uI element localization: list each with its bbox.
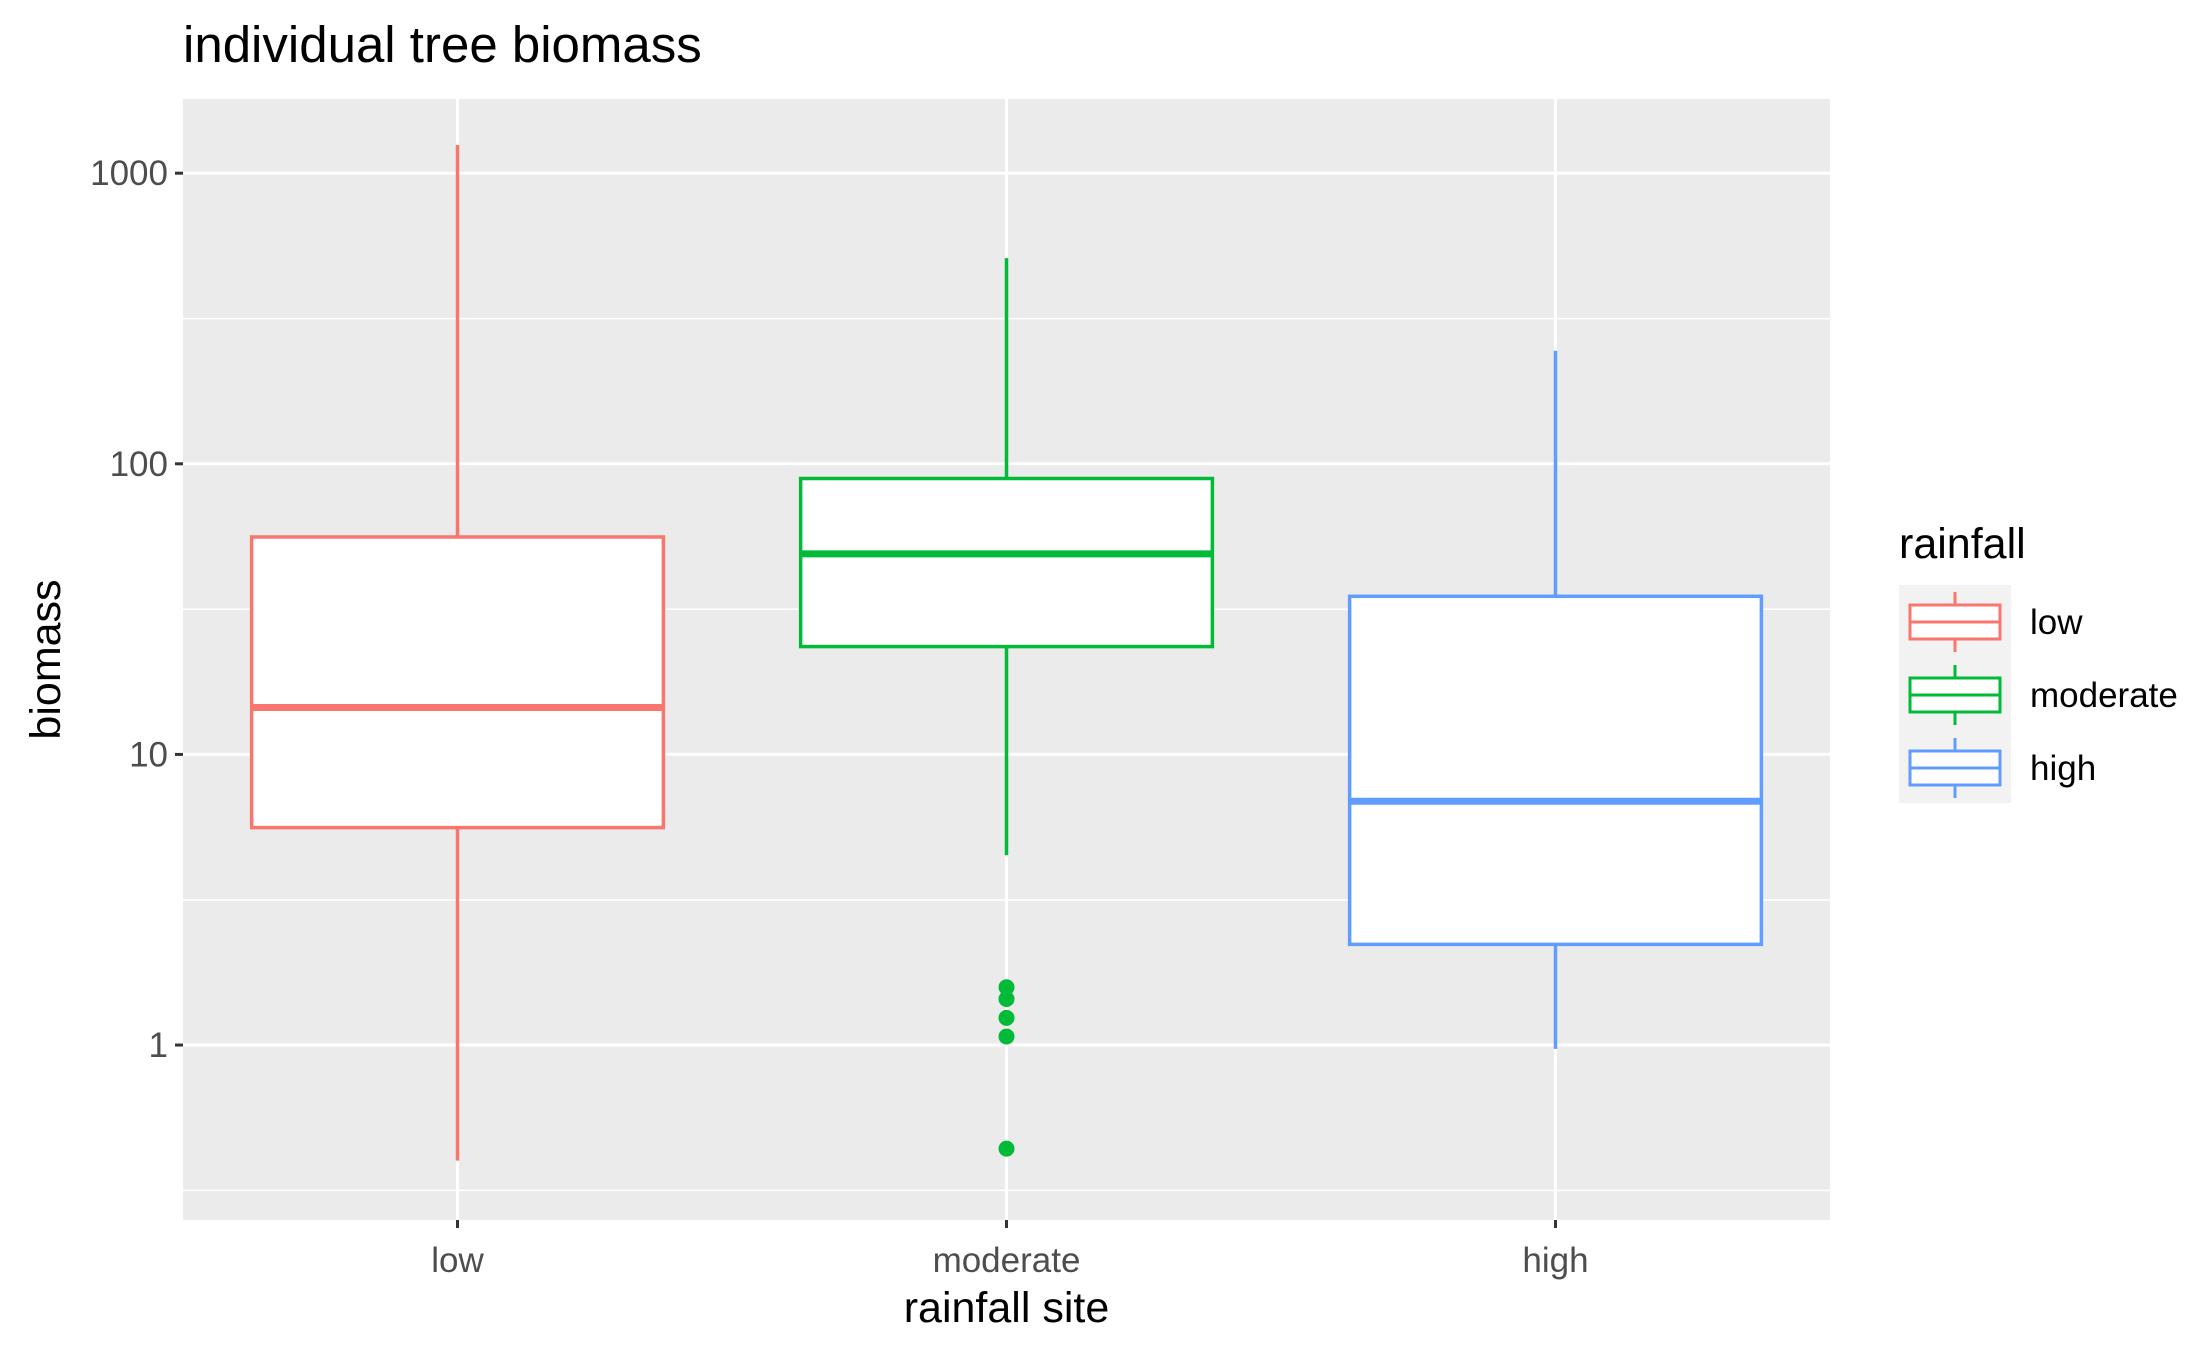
x-tick-label-moderate: moderate	[933, 1241, 1081, 1280]
legend-label-moderate: moderate	[2030, 676, 2178, 715]
legend-key-high	[1908, 738, 2002, 798]
box-low	[249, 535, 666, 830]
y-tick-label-1: 10	[129, 735, 168, 774]
outlier-point-moderate-0	[998, 1140, 1015, 1157]
outlier-point-moderate-4	[998, 979, 1015, 996]
chart-title: individual tree biomass	[183, 16, 702, 73]
box-group-low	[249, 145, 666, 1161]
legend-key-moderate	[1908, 665, 2002, 725]
legend-label-high: high	[2030, 749, 2096, 788]
legend-key-low	[1908, 592, 2002, 652]
boxes-layer	[249, 145, 1764, 1161]
y-axis-title: biomass	[22, 579, 70, 739]
y-axis: 1 10 100 1000	[90, 154, 183, 1065]
x-axis: low moderate high	[431, 1220, 1589, 1280]
legend-title: rainfall	[1899, 520, 2026, 568]
outlier-point-moderate-3	[998, 991, 1015, 1008]
y-tick-label-3: 1000	[90, 154, 168, 193]
box-moderate	[798, 476, 1215, 649]
x-tick-label-low: low	[431, 1241, 484, 1280]
box-group-high	[1347, 350, 1764, 1049]
outlier-point-moderate-2	[998, 1009, 1015, 1026]
legend: rainfall low moderate high	[1899, 520, 2178, 803]
box-group-moderate	[798, 258, 1215, 1157]
box-high	[1347, 594, 1764, 947]
y-tick-label-2: 100	[110, 445, 168, 484]
x-tick-label-high: high	[1522, 1241, 1588, 1280]
outlier-point-moderate-1	[998, 1028, 1015, 1045]
y-tick-label-0: 1	[149, 1026, 168, 1065]
legend-label-low: low	[2030, 603, 2083, 642]
x-axis-title: rainfall site	[904, 1284, 1110, 1332]
